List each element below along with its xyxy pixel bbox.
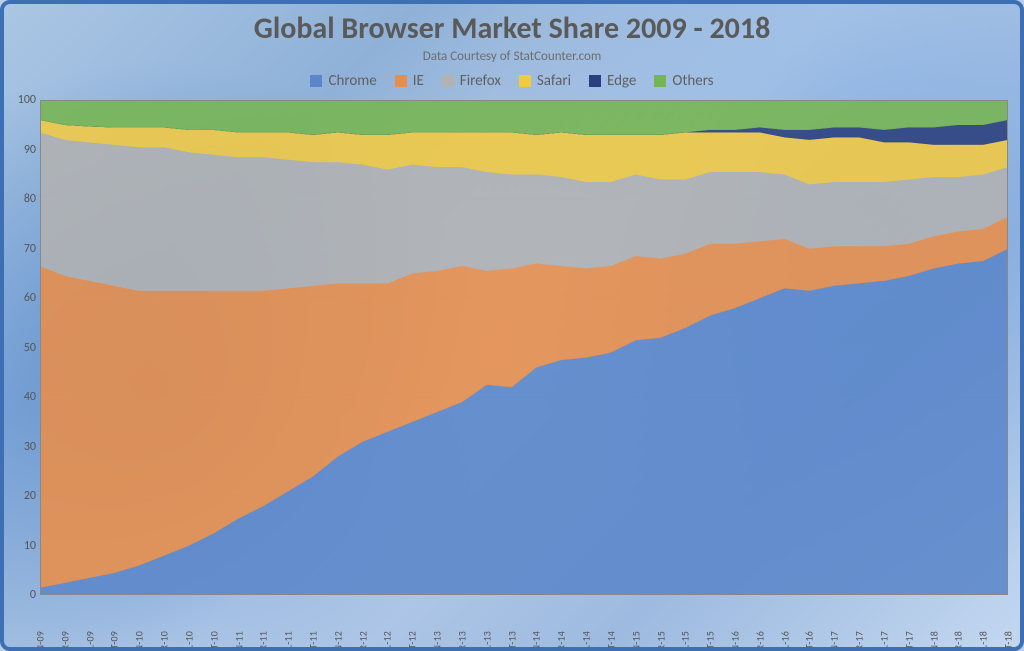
legend-label: IE bbox=[413, 72, 424, 90]
x-tick-label: JUL-11 bbox=[282, 631, 295, 651]
x-tick-label: APR-12 bbox=[356, 631, 369, 651]
chart-frame: Global Browser Market Share 2009 - 2018 … bbox=[0, 0, 1024, 651]
x-tick-label: JAN-15 bbox=[629, 631, 642, 651]
x-tick-label: APR-10 bbox=[158, 631, 171, 651]
legend-item-safari: Safari bbox=[519, 72, 571, 90]
legend-label: Others bbox=[672, 72, 713, 90]
y-tick-label: 20 bbox=[10, 489, 36, 503]
legend-swatch-icon bbox=[442, 75, 454, 87]
x-tick-label: OCT-14 bbox=[604, 631, 617, 651]
plot-area: 0102030405060708090100 JAN-09APR-09JUL-0… bbox=[40, 100, 1008, 595]
y-axis: 0102030405060708090100 bbox=[10, 100, 38, 595]
x-tick-label: JUL-14 bbox=[580, 631, 593, 651]
x-tick-label: JUL-17 bbox=[877, 631, 890, 651]
legend-swatch-icon bbox=[395, 75, 407, 87]
stacked-area-svg bbox=[40, 100, 1008, 595]
x-tick-label: JUL-16 bbox=[778, 631, 791, 651]
x-tick-label: APR-16 bbox=[753, 631, 766, 651]
x-tick-label: APR-09 bbox=[58, 631, 71, 651]
x-tick-label: JUL-18 bbox=[977, 631, 990, 651]
x-tick-label: JAN-11 bbox=[232, 631, 245, 651]
y-tick-label: 80 bbox=[10, 192, 36, 206]
legend-swatch-icon bbox=[519, 75, 531, 87]
x-tick-label: JAN-12 bbox=[331, 631, 344, 651]
x-tick-label: APR-18 bbox=[952, 631, 965, 651]
legend-swatch-icon bbox=[310, 75, 322, 87]
x-tick-label: APR-13 bbox=[455, 631, 468, 651]
y-tick-label: 100 bbox=[10, 93, 36, 107]
x-tick-label: APR-17 bbox=[853, 631, 866, 651]
x-tick-label: OCT-09 bbox=[108, 631, 121, 651]
x-tick-label: JAN-13 bbox=[431, 631, 444, 651]
x-tick-label: JAN-18 bbox=[927, 631, 940, 651]
legend-label: Safari bbox=[537, 72, 571, 90]
x-tick-label: OCT-12 bbox=[406, 631, 419, 651]
chart-title: Global Browser Market Share 2009 - 2018 bbox=[4, 10, 1020, 47]
x-tick-label: OCT-13 bbox=[505, 631, 518, 651]
x-tick-label: JAN-17 bbox=[828, 631, 841, 651]
x-tick-label: OCT-11 bbox=[307, 631, 320, 651]
y-tick-label: 60 bbox=[10, 291, 36, 305]
chart-legend: Chrome IE Firefox Safari Edge Others bbox=[4, 72, 1020, 90]
legend-label: Chrome bbox=[328, 72, 376, 90]
x-tick-label: JUL-10 bbox=[182, 631, 195, 651]
legend-swatch-icon bbox=[654, 75, 666, 87]
x-tick-label: OCT-17 bbox=[902, 631, 915, 651]
x-tick-label: APR-15 bbox=[654, 631, 667, 651]
y-tick-label: 70 bbox=[10, 242, 36, 256]
legend-item-ie: IE bbox=[395, 72, 424, 90]
legend-item-edge: Edge bbox=[589, 72, 636, 90]
x-tick-label: APR-11 bbox=[257, 631, 270, 651]
y-tick-label: 50 bbox=[10, 341, 36, 355]
x-tick-label: JUL-13 bbox=[480, 631, 493, 651]
x-tick-label: JUL-09 bbox=[83, 631, 96, 651]
x-tick-label: OCT-16 bbox=[803, 631, 816, 651]
x-tick-label: OCT-15 bbox=[704, 631, 717, 651]
x-tick-label: APR-14 bbox=[555, 631, 568, 651]
y-tick-label: 10 bbox=[10, 539, 36, 553]
x-tick-label: JAN-16 bbox=[728, 631, 741, 651]
x-axis: JAN-09APR-09JUL-09OCT-09JAN-10APR-10JUL-… bbox=[40, 595, 1008, 645]
legend-swatch-icon bbox=[589, 75, 601, 87]
legend-item-chrome: Chrome bbox=[310, 72, 376, 90]
y-tick-label: 40 bbox=[10, 390, 36, 404]
x-tick-label: JAN-10 bbox=[133, 631, 146, 651]
y-tick-label: 30 bbox=[10, 440, 36, 454]
x-tick-label: JUL-12 bbox=[381, 631, 394, 651]
x-tick-label: OCT-10 bbox=[207, 631, 220, 651]
x-tick-label: JAN-14 bbox=[530, 631, 543, 651]
legend-label: Edge bbox=[607, 72, 636, 90]
x-tick-label: OCT-18 bbox=[1002, 631, 1015, 651]
x-tick-label: JAN-09 bbox=[34, 631, 47, 651]
x-tick-label: JUL-15 bbox=[679, 631, 692, 651]
legend-item-firefox: Firefox bbox=[442, 72, 501, 90]
legend-item-others: Others bbox=[654, 72, 713, 90]
y-tick-label: 0 bbox=[10, 588, 36, 602]
y-tick-label: 90 bbox=[10, 143, 36, 157]
legend-label: Firefox bbox=[460, 72, 501, 90]
chart-subtitle: Data Courtesy of StatCounter.com bbox=[4, 49, 1020, 64]
